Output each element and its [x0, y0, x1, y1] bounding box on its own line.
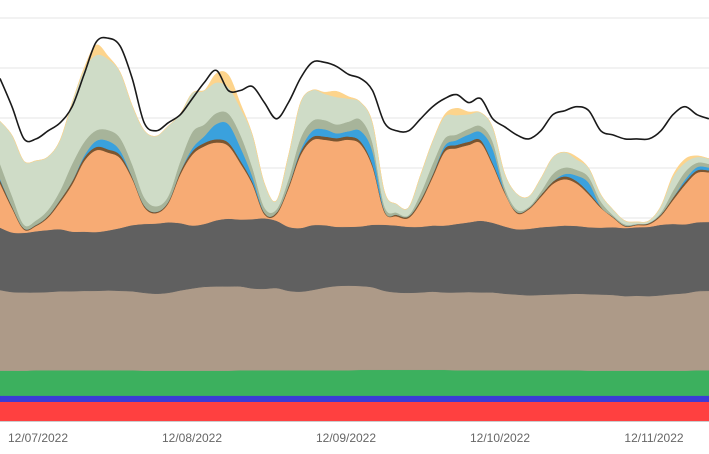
x-axis: 12/07/2022 12/08/2022 12/09/2022 12/10/2… — [0, 421, 709, 445]
area-series-gold — [0, 44, 709, 223]
line-series-total — [0, 36, 709, 143]
x-tick-label: 12/11/2022 — [624, 431, 683, 445]
x-tick-label: 12/10/2022 — [470, 431, 530, 445]
x-tick-label: 12/09/2022 — [316, 431, 376, 445]
area-series-blue — [0, 395, 709, 402]
area-series-red — [0, 401, 709, 422]
area-series-orange — [0, 138, 709, 234]
x-tick-label: 12/07/2022 — [8, 431, 68, 445]
area-series-green — [0, 369, 709, 396]
area-series-tan — [0, 285, 709, 371]
line-series-group — [0, 36, 709, 143]
area-series-group — [0, 44, 709, 422]
x-tick-label: 12/08/2022 — [162, 431, 222, 445]
